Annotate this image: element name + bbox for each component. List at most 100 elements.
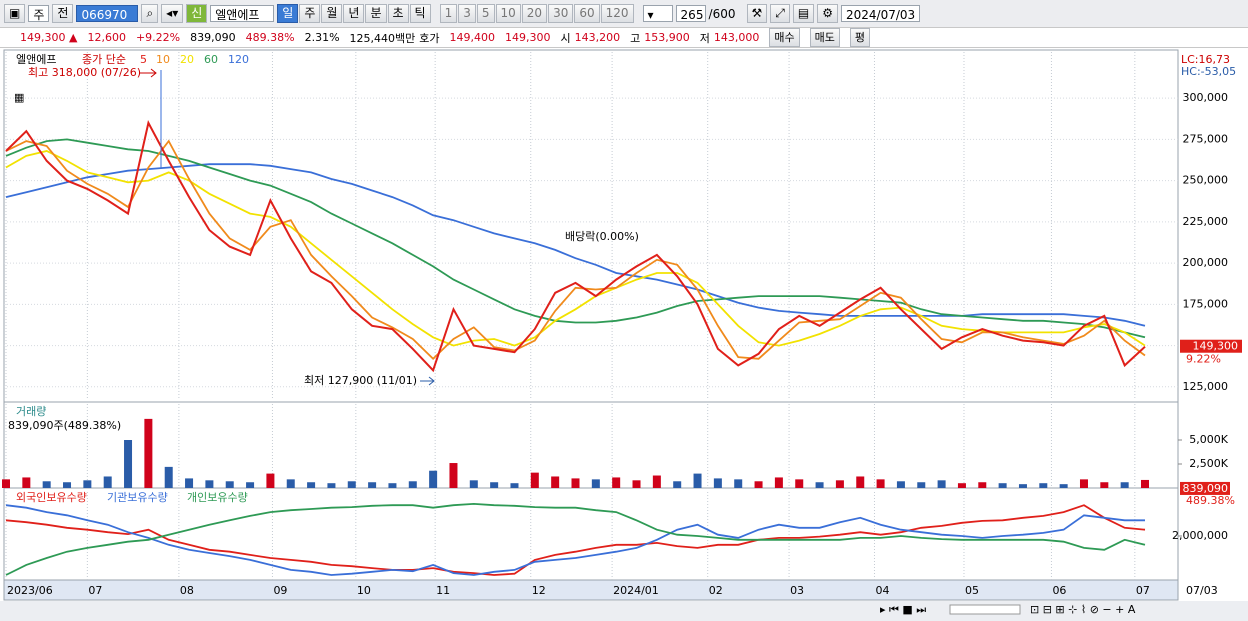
- volume-bar: [673, 481, 682, 488]
- legend-entry: 20: [180, 53, 194, 66]
- y-tick-label: 300,000: [1183, 91, 1229, 104]
- info-bar: 149,300 ▲ 12,600 +9.22% 839,090 489.38% …: [0, 28, 1248, 48]
- x-tick-label: 2024/01: [613, 584, 659, 597]
- annotation-dividend: 배당락(0.00%): [565, 230, 639, 243]
- low: 143,000: [713, 31, 760, 44]
- volume-bar: [368, 482, 377, 488]
- tool-button[interactable]: ⚒: [746, 4, 768, 23]
- period-button[interactable]: 틱: [409, 4, 431, 23]
- avg-button[interactable]: 평: [849, 28, 871, 47]
- volume-bar: [1039, 483, 1048, 488]
- search-button[interactable]: ⌕: [141, 4, 159, 23]
- interval-button[interactable]: 5: [476, 4, 495, 23]
- volume-pct: 489.38%: [245, 31, 295, 44]
- series-line: [5, 504, 1146, 576]
- interval-input[interactable]: ▾: [642, 5, 673, 22]
- volume-bar: [327, 483, 336, 488]
- scroll-controls[interactable]: ▸ ⏮ ■ ⏭: [880, 603, 926, 616]
- volume-bar: [835, 480, 844, 488]
- volume-bar: [612, 477, 621, 488]
- volume-bar: [449, 463, 458, 488]
- legend-entry: 60: [204, 53, 218, 66]
- interval-button[interactable]: 30: [548, 4, 574, 23]
- volume-bar: [815, 482, 824, 488]
- sell-button[interactable]: 매도: [809, 28, 840, 47]
- period-button[interactable]: 초: [387, 4, 409, 23]
- speaker-button[interactable]: ◂▾: [161, 4, 184, 23]
- x-tick-label: 06: [1052, 584, 1066, 597]
- volume-bar: [754, 481, 763, 488]
- save-button[interactable]: ▤: [792, 4, 815, 23]
- series-line: [5, 504, 1145, 576]
- volume-bar: [144, 418, 153, 488]
- volume-bar: [571, 478, 580, 488]
- x-end-label: 07/03: [1186, 584, 1218, 597]
- y-tick-label: 250,000: [1183, 174, 1229, 187]
- turnover: 2.31%: [304, 31, 340, 44]
- interval-button[interactable]: 3: [458, 4, 476, 23]
- open: 143,200: [574, 31, 621, 44]
- volume-bar: [83, 480, 92, 488]
- annotation-high: 최고 318,000 (07/26): [28, 66, 141, 79]
- volume-bar: [266, 473, 275, 488]
- interval-button[interactable]: 10: [495, 4, 521, 23]
- low-label: 저: [699, 31, 710, 45]
- panel-title: 거래량: [16, 405, 46, 418]
- view-controls[interactable]: ⊡ ⊟ ⊞ ⊹ ⌇ ⊘ − + A: [1030, 603, 1136, 616]
- count-max: /600: [708, 6, 736, 21]
- volume-bar: [246, 482, 255, 488]
- scroll-track[interactable]: [949, 604, 1021, 615]
- period-button[interactable]: 월: [321, 4, 343, 23]
- volume-bar: [205, 480, 214, 488]
- legend-entry: 10: [156, 53, 170, 66]
- stock-name: 엘앤에프: [210, 5, 275, 22]
- volume-bar: [713, 478, 722, 488]
- period-button[interactable]: 년: [343, 4, 365, 23]
- high-label: 고: [630, 31, 641, 45]
- series-line: [5, 120, 1146, 373]
- volume-bar: [490, 482, 499, 488]
- x-tick-label: 07: [1136, 584, 1150, 597]
- buy-button[interactable]: 매수: [769, 28, 800, 47]
- period-button[interactable]: 분: [365, 4, 387, 23]
- legend-entry: 외국인보유수량: [16, 491, 87, 504]
- panel-subtitle: 839,090주(489.38%): [8, 419, 121, 432]
- count-input[interactable]: 265: [675, 5, 706, 22]
- volume-change-label: 489.38%: [1186, 494, 1235, 507]
- volume-bar: [1141, 479, 1149, 488]
- change-pct: +9.22%: [135, 31, 181, 44]
- date-input[interactable]: 2024/07/03: [840, 5, 921, 22]
- draw-button[interactable]: ⤢: [770, 4, 790, 23]
- volume-bar: [429, 470, 438, 488]
- volume-bar: [652, 475, 661, 488]
- settings-button[interactable]: ⚙: [817, 4, 838, 23]
- change: 12,600: [87, 31, 126, 44]
- volume-bar: [408, 481, 417, 488]
- interval-button[interactable]: 120: [600, 4, 634, 23]
- interval-button[interactable]: 60: [574, 4, 600, 23]
- volume-bar: [185, 478, 194, 488]
- volume-bar: [63, 482, 72, 488]
- volume-bar: [856, 476, 865, 488]
- volume-bar: [307, 482, 316, 488]
- panel-title: 엘앤에프: [16, 53, 56, 66]
- volume-bar: [347, 481, 356, 488]
- plot-frame: [3, 49, 1179, 601]
- period-button[interactable]: 주: [299, 4, 321, 23]
- window-icon[interactable]: ▣: [4, 4, 26, 23]
- interval-button[interactable]: 1: [439, 4, 458, 23]
- volume: 839,090: [190, 31, 236, 44]
- prev-button[interactable]: 전: [52, 4, 74, 23]
- ask: 149,400: [449, 31, 496, 44]
- x-tick-label: 04: [875, 584, 889, 597]
- interval-button[interactable]: 20: [521, 4, 548, 23]
- market-select[interactable]: 주: [28, 5, 50, 22]
- y-tick-label: 5,000K: [1189, 433, 1228, 446]
- y-tick-label: 275,000: [1183, 132, 1229, 145]
- volume-bar: [469, 480, 478, 488]
- period-button[interactable]: 일: [277, 4, 299, 23]
- code-input[interactable]: 066970: [76, 5, 139, 22]
- hc-label: HC:-53,05: [1181, 65, 1236, 78]
